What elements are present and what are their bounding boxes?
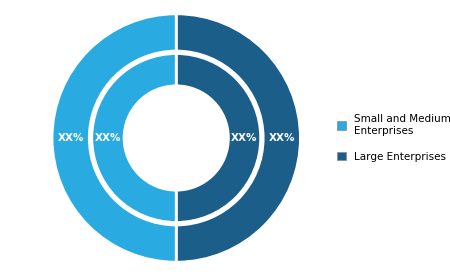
Text: XX%: XX% <box>269 133 295 143</box>
Wedge shape <box>176 14 301 262</box>
Text: XX%: XX% <box>94 133 121 143</box>
Legend: Small and Medium Sized
Enterprises, Large Enterprises: Small and Medium Sized Enterprises, Larg… <box>337 114 450 162</box>
Wedge shape <box>176 54 261 222</box>
Wedge shape <box>52 14 176 262</box>
Text: XX%: XX% <box>58 133 84 143</box>
Wedge shape <box>92 54 176 222</box>
Text: XX%: XX% <box>231 133 258 143</box>
